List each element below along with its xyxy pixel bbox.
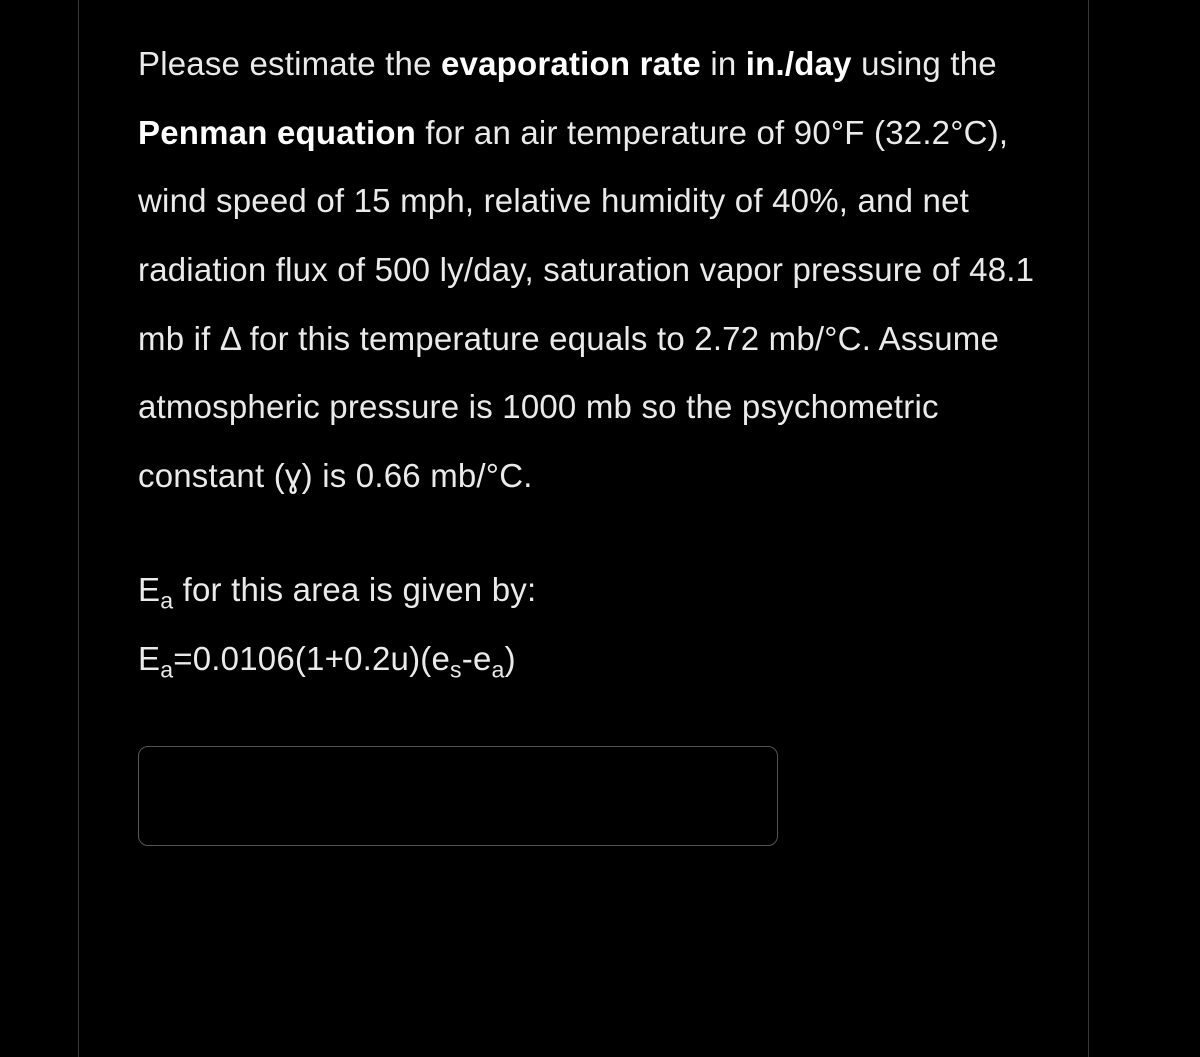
right-margin-rule (1088, 0, 1089, 1057)
text-run: Please estimate the (138, 45, 441, 82)
text-run: E (138, 571, 160, 608)
subscript-run: a (492, 657, 505, 683)
text-run: =0.0106(1+0.2u)(e (173, 640, 450, 677)
answer-input[interactable] (138, 746, 778, 846)
subscript-run: a (160, 657, 173, 683)
bold-run: evaporation rate (441, 45, 701, 82)
text-run: ) (505, 640, 516, 677)
left-margin-rule (78, 0, 79, 1057)
subscript-run: a (160, 588, 173, 614)
text-run: in (701, 45, 746, 82)
bold-run: Penman equation (138, 114, 416, 151)
text-run: E (138, 640, 160, 677)
text-run: for this area is given by: (173, 571, 536, 608)
text-run: -e (462, 640, 492, 677)
question-body: Please estimate the evaporation rate in … (138, 30, 1040, 846)
bold-run: in./day (746, 45, 852, 82)
text-run: for an air temperature of 90°F (32.2°C),… (138, 114, 1034, 494)
subscript-run: s (450, 657, 462, 683)
text-run: using the (852, 45, 997, 82)
question-paragraph-1: Please estimate the evaporation rate in … (138, 30, 1040, 510)
question-paragraph-2: Ea for this area is given by: Ea=0.0106(… (138, 556, 1040, 693)
